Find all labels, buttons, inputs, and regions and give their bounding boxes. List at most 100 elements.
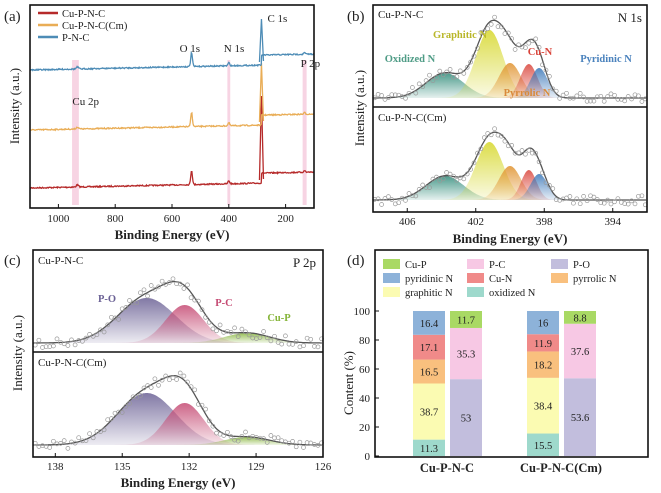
- raw-data-point: [90, 435, 96, 441]
- raw-data-point: [312, 344, 317, 349]
- panel-b-label-graphitic: Graphitic N: [433, 30, 487, 41]
- raw-data-point: [47, 445, 53, 450]
- raw-data-point: [54, 441, 60, 447]
- raw-data-point: [502, 138, 508, 144]
- raw-data-point: [156, 382, 161, 388]
- x-tick-label: 1000: [47, 213, 70, 225]
- raw-data-point: [622, 201, 628, 206]
- raw-data-point: [315, 344, 321, 350]
- raw-data-point: [416, 81, 422, 87]
- fit-envelope: [33, 375, 322, 446]
- panel-d-frame: [374, 249, 649, 458]
- raw-data-point: [170, 276, 176, 282]
- bar-value-label: 35.3: [457, 350, 475, 361]
- bar-segment-pyridinic-n: [413, 311, 445, 335]
- raw-data-point: [72, 440, 78, 446]
- raw-data-point: [495, 24, 501, 29]
- x-tick-label: 406: [399, 216, 416, 228]
- panel-c-label-po: P-O: [98, 294, 116, 305]
- raw-data-point: [290, 439, 295, 444]
- component-pyrrolic-n: [373, 63, 647, 98]
- y-tick-label: 0: [365, 451, 371, 463]
- raw-data-point: [427, 72, 432, 78]
- raw-data-point: [519, 44, 525, 50]
- raw-data-point: [293, 339, 299, 344]
- legend-label-1: Cu-P-N-C: [62, 9, 105, 20]
- x-tick-label: 132: [181, 461, 198, 473]
- bar-segment-cu-n: [527, 334, 559, 352]
- raw-data-point: [54, 336, 60, 342]
- raw-data-point: [612, 199, 617, 205]
- raw-data-point: [243, 329, 248, 335]
- raw-data-point: [540, 62, 545, 68]
- raw-data-point: [598, 200, 604, 206]
- raw-data-point: [228, 434, 234, 439]
- x-tick-label: 402: [468, 216, 485, 228]
- panel-a-xlabel: Binding Energy (eV): [115, 227, 230, 242]
- raw-data-point: [481, 29, 487, 34]
- raw-data-point: [382, 196, 388, 201]
- raw-data-point: [608, 201, 614, 207]
- raw-data-point: [87, 332, 92, 337]
- y-tick-label: 80: [359, 335, 371, 347]
- peak-label-4: P 2p: [301, 58, 321, 70]
- raw-data-point: [119, 410, 125, 415]
- panel-b-label-pyrrolic: Pyrrolic N: [504, 88, 551, 99]
- raw-data-point: [188, 384, 194, 390]
- panel-a-survey: Cu-P-N-CCu-P-N-C(Cm)P-N-C O 1s N 1s C 1s P …: [7, 4, 321, 242]
- raw-data-point: [94, 332, 100, 338]
- raw-data-point: [625, 94, 631, 99]
- raw-data-point: [283, 333, 288, 339]
- raw-data-point: [399, 195, 405, 201]
- x-tick-label: 126: [315, 461, 332, 473]
- raw-data-point: [65, 343, 71, 348]
- raw-data-point: [434, 75, 439, 80]
- raw-data-point: [58, 441, 63, 446]
- raw-data-point: [481, 135, 487, 140]
- raw-data-point: [36, 337, 42, 343]
- raw-data-point: [598, 93, 604, 99]
- legend-swatch-cu-p: [383, 259, 400, 269]
- raw-data-point: [152, 286, 158, 292]
- survey-highlight-band: [72, 60, 79, 205]
- raw-data-point: [156, 284, 161, 290]
- raw-data-point: [116, 409, 121, 415]
- raw-data-point: [406, 90, 412, 96]
- raw-data-point: [185, 379, 190, 385]
- raw-data-point: [185, 282, 190, 288]
- raw-data-point: [196, 298, 201, 304]
- bar-segment-pyrrolic-n: [527, 351, 559, 378]
- bar-segment-pyridinic-n: [527, 311, 559, 335]
- raw-data-point: [581, 194, 586, 199]
- raw-data-point: [529, 150, 535, 156]
- raw-data-point: [206, 319, 212, 325]
- raw-data-point: [615, 196, 621, 202]
- raw-data-point: [622, 98, 628, 104]
- raw-data-point: [109, 416, 114, 421]
- panel-label-b: (b): [347, 9, 365, 25]
- raw-data-point: [159, 377, 165, 383]
- bar-segment-p-o: [564, 378, 596, 456]
- raw-data-point: [468, 59, 473, 65]
- raw-data-point: [51, 438, 56, 444]
- raw-data-point: [430, 176, 436, 182]
- x-tick-label: 129: [248, 461, 265, 473]
- bar-value-label: 53.6: [571, 413, 589, 424]
- raw-data-point: [181, 286, 187, 291]
- peak-label-5: Cu 2p: [72, 96, 99, 108]
- raw-data-point: [279, 341, 285, 347]
- raw-data-point: [601, 98, 607, 104]
- raw-data-point: [499, 24, 504, 30]
- raw-data-point: [536, 45, 542, 50]
- panel-a-ylabel: Intensity (a.u.): [7, 68, 22, 144]
- category-label: Cu-P-N-C(Cm): [520, 461, 602, 475]
- raw-data-point: [239, 433, 245, 439]
- raw-data-point: [416, 187, 422, 192]
- raw-data-point: [523, 151, 528, 157]
- raw-data-point: [547, 183, 552, 188]
- panel-label-a: (a): [4, 9, 21, 25]
- raw-data-point: [290, 342, 295, 347]
- raw-data-point: [519, 148, 525, 153]
- raw-data-point: [464, 65, 470, 70]
